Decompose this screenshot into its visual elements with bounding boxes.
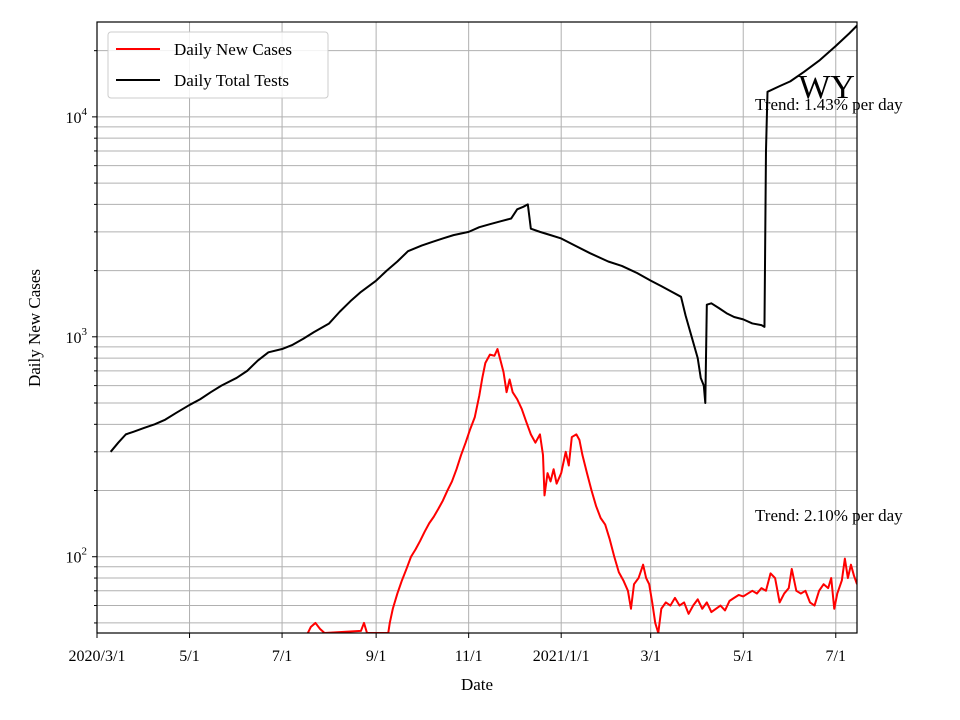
legend-box: [107, 31, 329, 99]
legend-label-cases: Daily New Cases: [174, 40, 292, 59]
trend-annotation-cases: Trend: 2.10% per day: [755, 506, 903, 525]
x-tick-label: 2020/3/1: [69, 648, 126, 665]
x-tick-label: 7/1: [826, 648, 846, 665]
series-line-daily-total-tests: [109, 24, 857, 453]
y-tick-label-exponent: 4: [82, 106, 88, 118]
x-tick-label: 5/1: [179, 648, 199, 665]
legend-label-tests: Daily Total Tests: [174, 71, 289, 90]
x-axis-label: Date: [461, 675, 493, 694]
x-tick-label: 7/1: [272, 648, 292, 665]
series-line-daily-new-cases: [306, 348, 857, 633]
plot-frame: [96, 21, 858, 634]
state-label: WY: [798, 69, 855, 106]
y-tick-label-base: 10: [66, 550, 82, 567]
legend: Daily New Cases Daily Total Tests: [107, 31, 329, 99]
x-tick-label: 2021/1/1: [533, 648, 590, 665]
y-tick-label-exponent: 3: [82, 326, 88, 338]
y-tick-label-base: 10: [66, 330, 82, 347]
x-tick-label: 3/1: [640, 648, 660, 665]
x-tick-label: 11/1: [455, 648, 483, 665]
y-tick-label: 104: [66, 106, 88, 127]
tick-layer: 2020/3/1 5/1 7/1 9/1 11/1 2021/1/1 3/1 5/1 7/1 10…: [66, 50, 846, 665]
x-tick-label: 9/1: [366, 648, 386, 665]
y-tick-label: 103: [66, 326, 88, 347]
series-layer: [109, 24, 857, 633]
y-tick-label-base: 10: [66, 110, 82, 127]
grid-layer: [96, 22, 857, 633]
y-tick-label: 102: [66, 546, 88, 567]
x-tick-label: 5/1: [733, 648, 753, 665]
y-tick-label-exponent: 2: [82, 546, 88, 558]
trend-annotation-tests: Trend: 1.43% per day: [755, 95, 903, 114]
y-axis-label: Daily New Cases: [25, 269, 44, 387]
